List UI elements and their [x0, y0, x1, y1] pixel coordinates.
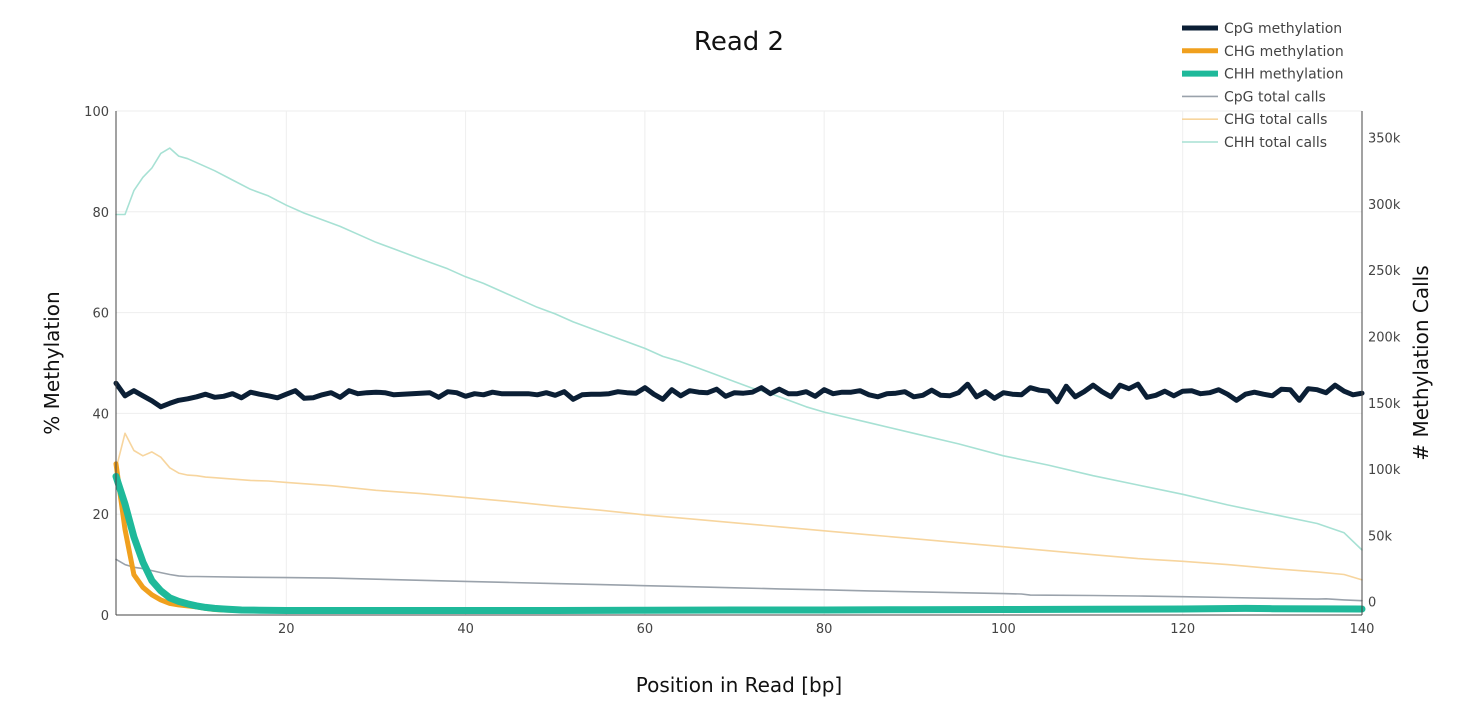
y-right-tick-label: 0 [1368, 596, 1376, 611]
y-right-axis-title: # Methylation Calls [1409, 265, 1433, 460]
series-line-chh-methylation [112, 472, 1366, 614]
x-tick-label: 100 [991, 622, 1016, 637]
chart-title: Read 2 [694, 27, 784, 57]
legend: CpG methylation CHG methylation CHH methyl… [1182, 21, 1344, 151]
y-left-tick-label: 20 [92, 508, 109, 523]
y-right-tick-label: 200k [1368, 330, 1401, 345]
x-tick-label: 140 [1350, 622, 1375, 637]
grid [116, 110, 1363, 615]
y-left-tick-label: 0 [101, 609, 109, 624]
y-right-tick-label: 150k [1368, 397, 1401, 412]
legend-label-chh-methylation: CHH methylation [1224, 67, 1343, 83]
series-lines [112, 147, 1366, 614]
legend-label-cpg-methylation: CpG methylation [1224, 21, 1342, 37]
y-left-tick-label: 40 [92, 407, 109, 422]
x-tick-label: 120 [1170, 622, 1195, 637]
legend-label-chg-methylation: CHG methylation [1224, 44, 1344, 60]
x-tick-label: 20 [278, 622, 295, 637]
legend-label-cpg-total-calls: CpG total calls [1224, 89, 1326, 105]
x-tick-label: 40 [457, 622, 474, 637]
axes: 20 40 60 80 100 120 140 0 20 40 60 80 100 0 50k 100k 150… [84, 105, 1401, 637]
y-left-tick-label: 60 [92, 307, 109, 322]
series-line-chg-methylation [113, 461, 1365, 614]
y-left-axis-title: % Methylation [40, 291, 64, 434]
legend-label-chh-total-calls: CHH total calls [1224, 135, 1327, 151]
x-axis-title: Position in Read [bp] [636, 673, 842, 697]
legend-label-chg-total-calls: CHG total calls [1224, 112, 1327, 128]
x-tick-label: 60 [637, 622, 654, 637]
y-right-tick-label: 50k [1368, 529, 1393, 544]
y-left-tick-label: 100 [84, 105, 109, 120]
series-line-cpg-total-calls [115, 558, 1363, 602]
y-right-tick-label: 100k [1368, 463, 1401, 478]
y-right-tick-label: 350k [1368, 132, 1401, 147]
x-tick-label: 80 [816, 622, 833, 637]
y-left-tick-label: 80 [92, 206, 109, 221]
series-line-cpg-methylation [113, 380, 1365, 410]
y-right-tick-label: 250k [1368, 264, 1401, 279]
series-line-chg-total-calls [115, 432, 1363, 581]
y-right-tick-label: 300k [1368, 198, 1401, 213]
series-line-chh-total-calls [115, 147, 1363, 551]
